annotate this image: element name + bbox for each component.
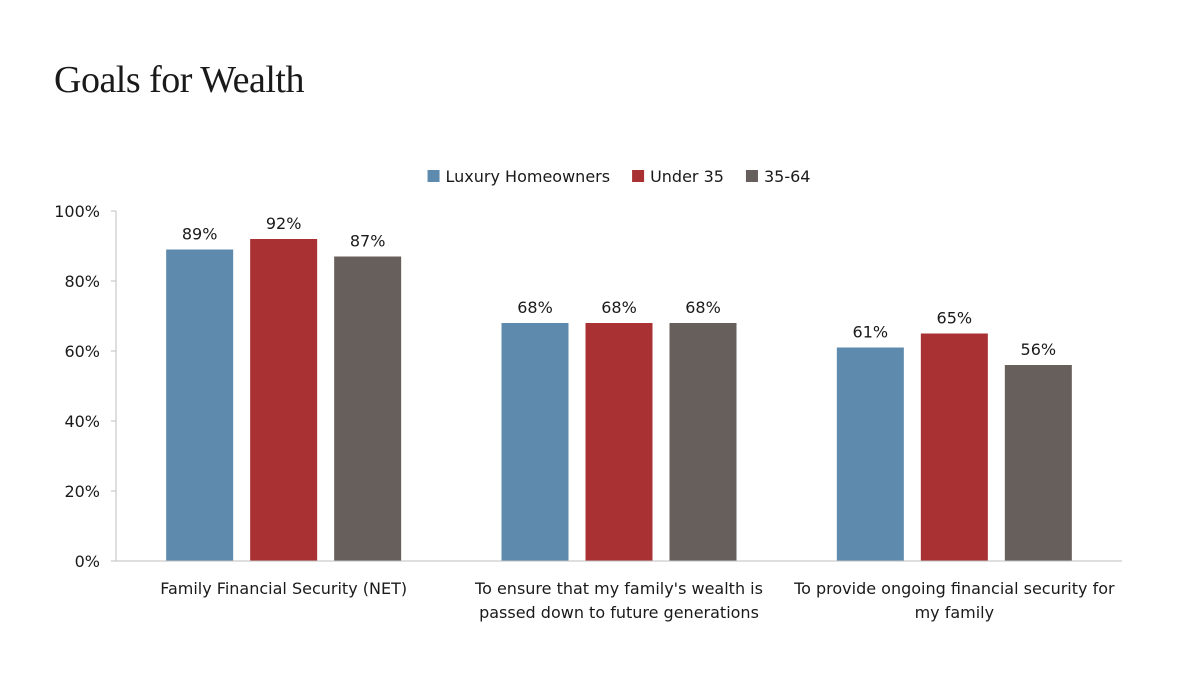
legend-swatch [745,170,758,182]
bar [585,323,653,561]
data-label: 68% [685,298,721,317]
bars-group: 89% 92% 87% 68% 68% 68% 61% 65% 56% [166,214,1072,561]
bar [250,239,318,561]
legend-swatch [427,170,440,182]
x-tick-label: Family Financial Security (NET) [160,579,407,598]
bar [669,323,737,561]
page-title: Goals for Wealth [54,59,304,101]
y-tick-label: 0% [75,552,100,571]
legend-label: 35-64 [764,167,811,186]
bar [836,347,904,561]
legend-label: Luxury Homeowners [446,167,611,186]
y-tick-label: 20% [64,482,100,501]
data-label: 56% [1021,340,1057,359]
x-tick-label: my family [915,603,995,622]
y-tick-label: 40% [64,412,100,431]
legend-label: Under 35 [650,167,724,186]
bar [920,333,988,561]
x-tick-label: To provide ongoing financial security fo… [793,579,1115,598]
y-tick-label: 80% [64,272,100,291]
data-label: 92% [266,214,302,233]
data-label: 65% [937,309,973,328]
chart-legend: Luxury Homeowners Under 35 35-64 [427,167,811,186]
x-tick-label: passed down to future generations [479,603,759,622]
bar [1004,365,1072,561]
legend-swatch [632,170,645,182]
bar [334,256,402,561]
bar [501,323,569,561]
data-label: 68% [601,298,637,317]
y-tick-label: 100% [54,202,100,221]
data-label: 61% [853,323,889,342]
bar [166,249,234,561]
y-tick-label: 60% [64,342,100,361]
y-axis: 0% 20% 40% 60% 80% 100% [54,202,117,571]
x-tick-label: To ensure that my family's wealth is [474,579,763,598]
data-label: 89% [182,225,218,244]
data-label: 87% [350,232,386,251]
x-axis: Family Financial Security (NET) To ensure… [116,560,1122,622]
data-label: 68% [517,298,553,317]
